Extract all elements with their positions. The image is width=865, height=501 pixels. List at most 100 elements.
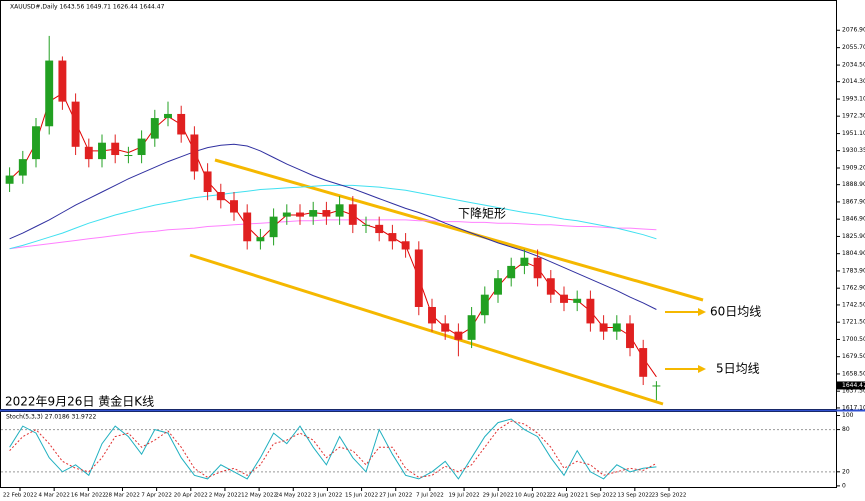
candle-body (652, 385, 661, 387)
candle-body (256, 237, 265, 242)
lower-channel (189, 253, 664, 406)
candle-body (467, 315, 476, 340)
candle-body (269, 216, 278, 238)
y-tick-label: 1783.90 (842, 267, 865, 274)
x-tick-label: 20 Apr 2022 (174, 493, 208, 499)
candle-body (164, 113, 172, 119)
candle-body (401, 241, 410, 250)
y-tick-label: 1637.50 (842, 388, 865, 395)
x-tick-label: 16 Mar 2022 (71, 493, 106, 499)
y-tick-label: 2014.30 (842, 78, 865, 85)
candle-body (348, 204, 357, 225)
candle-body (296, 212, 304, 217)
y-tick-label: 2034.50 (842, 62, 865, 69)
candle-body (98, 142, 106, 160)
candle-body (322, 210, 331, 217)
x-tick-label: 7 Apr 2022 (141, 493, 172, 499)
x-tick-label: 13 Sep 2022 (617, 493, 652, 499)
moving-average (9, 184, 657, 250)
candle-body (18, 159, 27, 176)
y-tick-label: 1617.10 (842, 404, 865, 411)
candle-body (58, 60, 67, 102)
x-tick-label: 1 Sep 2022 (585, 493, 616, 499)
candle-body (507, 265, 516, 279)
arrow-head (698, 308, 706, 316)
candle-body (414, 249, 423, 307)
x-tick-label: 3 Jun 2022 (313, 493, 343, 499)
x-tick-label: 4 Mar 2022 (38, 493, 69, 499)
ma60-label: 60日均线 (710, 305, 761, 319)
candle-body (639, 348, 648, 377)
candle-body (375, 224, 384, 234)
candle-body (137, 138, 146, 156)
y-tick-label: 80 (842, 426, 850, 433)
candle-body (71, 101, 80, 147)
x-tick-label: 28 Mar 2022 (105, 493, 140, 499)
y-tick-label: 0 (842, 482, 846, 489)
x-tick-label: 22 Aug 2022 (549, 493, 584, 499)
y-tick-label: 1721.50 (842, 319, 865, 326)
candle-body (626, 323, 634, 349)
x-tick-label: 24 May 2022 (275, 493, 311, 499)
candle-body (612, 323, 621, 332)
stoch-k (9, 418, 657, 480)
x-tick-label: 12 May 2022 (241, 493, 277, 499)
candle-body (454, 331, 463, 340)
candle-body (494, 278, 502, 295)
pattern-label: 下降矩形 (458, 207, 506, 221)
y-tick-label: 20 (842, 468, 850, 475)
x-tick-label: 22 Feb 2022 (3, 493, 37, 499)
x-tick-label: 2 May 2022 (209, 493, 241, 499)
y-tick-label: 1867.90 (842, 198, 865, 205)
candle-body (177, 113, 186, 135)
x-tick-label: 15 Jun 2022 (345, 493, 378, 499)
candle-body (309, 210, 318, 217)
candle-body (335, 204, 344, 217)
moving-average (9, 143, 657, 310)
main-frame (0, 0, 837, 410)
candle-body (190, 134, 199, 172)
candle-body (124, 155, 133, 157)
candle-body (32, 126, 40, 160)
stoch-label: Stoch(5,3,3) 27.0186 31.9722 (6, 414, 97, 421)
candle-body (441, 323, 450, 332)
y-tick-label: 1742.50 (842, 301, 865, 308)
last-price-label: 1644.47 (842, 382, 865, 389)
y-tick-label: 1909.20 (842, 165, 865, 172)
caption: 2022年9月26日 黄金日K线 (5, 394, 154, 409)
stoch-frame (0, 411, 837, 488)
y-tick-label: 1972.30 (842, 113, 865, 120)
candle-body (230, 200, 238, 213)
y-tick-label: 1846.90 (842, 216, 865, 223)
y-tick-label: 2076.90 (842, 27, 865, 34)
candle-body (480, 294, 489, 316)
y-tick-label: 1804.90 (842, 250, 865, 257)
plot: 2076.90 2055.70 2034.50 2014.30 1993.10 1972.… (1, 27, 865, 499)
stoch-d (9, 420, 657, 478)
x-tick-label: 23 Sep 2022 (652, 493, 687, 499)
moving-average (9, 92, 657, 378)
y-tick-label: 1888.90 (842, 181, 865, 188)
last-price-box (837, 381, 865, 390)
candle-body (388, 233, 397, 242)
x-tick-label: 27 Jun 2022 (379, 493, 412, 499)
x-tick-label: 10 Aug 2022 (515, 493, 550, 499)
ma5-label: 5日均线 (716, 362, 760, 376)
candle-body (533, 257, 542, 279)
candle-body (45, 60, 54, 127)
y-tick-label: 1700.50 (842, 336, 865, 343)
moving-average (9, 219, 657, 250)
candle-body (5, 175, 14, 184)
candle-body (362, 224, 370, 226)
candle-body (520, 257, 529, 266)
candle-body (282, 212, 291, 217)
candle-body (84, 146, 93, 160)
x-tick-label: 29 Jul 2022 (483, 493, 514, 499)
candle-body (216, 191, 225, 201)
y-tick-label: 1658.50 (842, 370, 865, 377)
y-tick-label: 1951.10 (842, 130, 865, 137)
candle-body (243, 212, 252, 242)
x-tick-label: 7 Jul 2022 (416, 493, 444, 499)
candle-body (428, 306, 436, 324)
